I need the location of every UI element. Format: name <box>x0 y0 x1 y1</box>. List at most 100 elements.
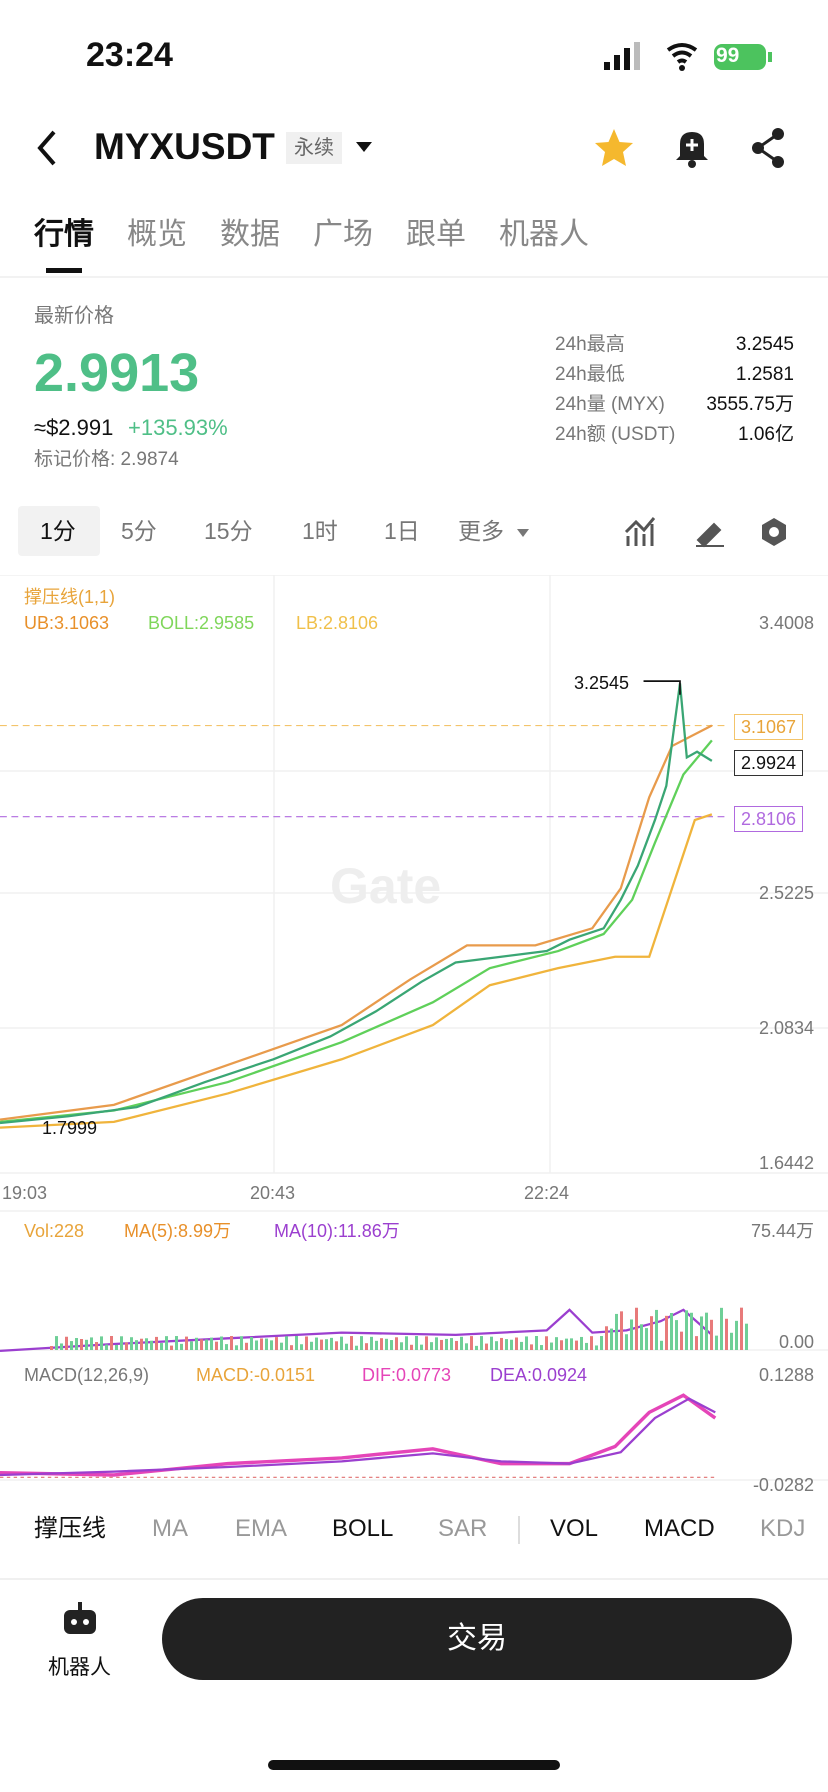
volume-bar <box>425 1336 428 1350</box>
volume-bar <box>120 1336 123 1350</box>
robot-label[interactable]: 机器人 <box>48 1656 111 1679</box>
symbol: MYXUSDT <box>94 126 275 167</box>
boll-ub: UB:3.1063 <box>24 613 110 633</box>
macd-value: MACD:-0.0151 <box>196 1365 316 1385</box>
volume-bar <box>530 1344 533 1350</box>
volume-bar <box>385 1338 388 1350</box>
robot-icon[interactable] <box>60 1600 100 1638</box>
alert-bell[interactable] <box>672 126 712 170</box>
volume-bar <box>485 1343 488 1350</box>
volume-bar <box>275 1337 278 1350</box>
volume-bar <box>605 1326 608 1350</box>
volume-bar <box>410 1344 413 1350</box>
dropdown-icon[interactable] <box>515 527 531 539</box>
volume-bar <box>450 1338 453 1350</box>
volume-bar <box>610 1328 613 1350</box>
indicator-tab[interactable]: BOLL <box>332 1515 394 1542</box>
y-tick-label: 3.4008 <box>758 613 814 633</box>
volume-bar <box>155 1336 158 1350</box>
price-tag: 3.1067 <box>734 714 804 740</box>
volume-bar <box>70 1341 73 1350</box>
stat-value: 1.2581 <box>735 364 794 385</box>
indicator-tab[interactable]: MACD <box>644 1515 715 1542</box>
volume-bar <box>360 1336 363 1350</box>
volume-bar <box>95 1342 98 1350</box>
stat-label: 24h量 (MYX) <box>555 394 665 415</box>
indicator-tab[interactable]: 撑压线 <box>34 1515 106 1542</box>
volume-bar <box>455 1340 458 1350</box>
tab[interactable]: 机器人 <box>499 218 589 251</box>
indicator-tab[interactable]: MA <box>152 1515 188 1542</box>
indicator-tab[interactable]: EMA <box>235 1515 288 1542</box>
tab[interactable]: 广场 <box>313 218 373 251</box>
volume-bar <box>620 1311 623 1350</box>
tab[interactable]: 数据 <box>220 218 280 251</box>
volume-bar <box>205 1339 208 1350</box>
vol-axis-min: 0.00 <box>778 1332 814 1352</box>
interval[interactable]: 1时 <box>302 518 338 544</box>
high-label: 3.2545 <box>574 673 630 693</box>
interval[interactable]: 1日 <box>384 518 420 544</box>
battery-level: 99 <box>716 44 740 67</box>
volume-bar <box>520 1341 523 1350</box>
interval[interactable]: 1分 <box>40 518 76 544</box>
usd-price: ≈$2.991 <box>34 415 114 440</box>
indicator-tab[interactable]: VOL <box>550 1515 599 1542</box>
volume-bar <box>85 1339 88 1350</box>
interval[interactable]: 更多 <box>458 518 504 544</box>
volume-bar <box>585 1342 588 1350</box>
favorite-star[interactable] <box>592 126 636 170</box>
vol-label: Vol:228 <box>24 1221 85 1241</box>
interval[interactable]: 5分 <box>121 518 157 544</box>
volume-bar <box>310 1341 313 1350</box>
volume-bar <box>135 1340 138 1350</box>
volume-bar <box>60 1343 63 1350</box>
volume-bar <box>555 1337 558 1350</box>
volume-bar <box>475 1345 478 1350</box>
volume-bar <box>445 1338 448 1350</box>
volume-bar <box>430 1342 433 1350</box>
volume-bar <box>260 1338 263 1350</box>
volume-bar <box>690 1312 693 1350</box>
y-tick-label: 1.6442 <box>758 1153 814 1173</box>
share-icon[interactable] <box>748 126 788 170</box>
volume-bar <box>340 1336 343 1350</box>
volume-bar <box>575 1340 578 1350</box>
volume-bar <box>335 1341 338 1350</box>
vol-axis-max: 75.44万 <box>750 1221 814 1241</box>
back-button[interactable] <box>32 128 62 168</box>
volume-bar <box>645 1328 648 1350</box>
volume-bar <box>615 1313 618 1350</box>
interval-active-bg <box>18 506 100 556</box>
volume-bar <box>225 1344 228 1350</box>
tab[interactable]: 概览 <box>127 218 187 251</box>
volume-bar <box>285 1336 288 1350</box>
volume-bar <box>370 1336 373 1350</box>
volume-bar <box>325 1339 328 1350</box>
indicator-tab[interactable]: KDJ <box>760 1515 806 1542</box>
volume-bar <box>550 1342 553 1350</box>
trade-button[interactable]: 交易 <box>162 1598 792 1680</box>
volume-bar <box>405 1336 408 1350</box>
dropdown-icon[interactable] <box>354 140 374 154</box>
contract-tag: 永续 <box>286 132 342 164</box>
price-label[interactable]: 最新价格 <box>34 305 114 327</box>
tab[interactable]: 跟单 <box>406 218 466 251</box>
volume-bar <box>735 1320 738 1350</box>
volume-bar <box>55 1336 58 1350</box>
volume-bar <box>730 1332 733 1350</box>
volume-bar <box>265 1338 268 1350</box>
volume-bar <box>50 1346 53 1350</box>
volume-bar <box>235 1345 238 1350</box>
interval[interactable]: 15分 <box>204 518 253 544</box>
divider <box>0 276 828 278</box>
indicator-tab[interactable]: SAR <box>438 1515 488 1542</box>
tab[interactable]: 行情 <box>34 218 94 251</box>
divider <box>0 1578 828 1580</box>
chart-tools[interactable] <box>624 516 804 550</box>
volume-bar <box>515 1337 518 1350</box>
x-tick-label: 19:03 <box>2 1183 48 1203</box>
volume-bar <box>535 1336 538 1350</box>
volume-bar <box>740 1307 743 1350</box>
